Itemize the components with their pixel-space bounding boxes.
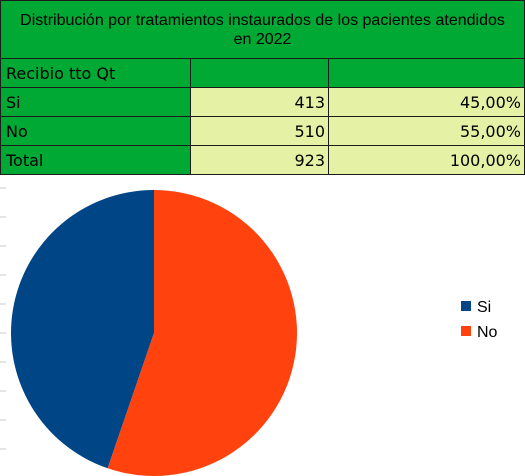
row-percent: 100,00% [449, 150, 521, 170]
legend-swatch-si [461, 301, 471, 311]
row-si-percent-cell[interactable]: 45,00% [329, 88, 525, 117]
row-count: 923 [294, 150, 325, 170]
row-si-count-cell[interactable]: 413 [191, 88, 329, 117]
pie-chart-area[interactable]: Si No [0, 176, 525, 476]
pie-slice-si[interactable] [11, 190, 154, 469]
row-percent: 55,00% [459, 121, 521, 141]
row-count: 413 [294, 92, 325, 112]
header-label-cell[interactable]: Recibio tto Qt [0, 59, 191, 88]
row-total-percent-cell[interactable]: 100,00% [329, 146, 525, 175]
header-count-cell[interactable] [191, 59, 329, 88]
pie-chart[interactable]: Si No [0, 176, 525, 476]
table-title-cell[interactable]: Distribución por tratamientos instaurado… [0, 0, 525, 59]
row-percent: 45,00% [459, 92, 521, 112]
legend-label-no: No [477, 324, 498, 341]
row-si-label-cell[interactable]: Si [0, 88, 191, 117]
row-no-label-cell[interactable]: No [0, 117, 191, 146]
legend-label-si: Si [477, 299, 491, 316]
row-no-count-cell[interactable]: 510 [191, 117, 329, 146]
row-label: Si [6, 92, 21, 112]
row-count: 510 [294, 121, 325, 141]
legend-swatch-no [461, 326, 471, 336]
row-no-percent-cell[interactable]: 55,00% [329, 117, 525, 146]
row-total-count-cell[interactable]: 923 [191, 146, 329, 175]
header-percent-cell[interactable] [329, 59, 525, 88]
row-label: Total [6, 150, 44, 170]
header-label: Recibio tto Qt [6, 63, 116, 83]
pie-slice-no[interactable] [107, 190, 298, 476]
row-total-label-cell[interactable]: Total [0, 146, 191, 175]
table-title: Distribución por tratamientos instaurado… [20, 11, 505, 48]
row-label: No [6, 121, 28, 141]
